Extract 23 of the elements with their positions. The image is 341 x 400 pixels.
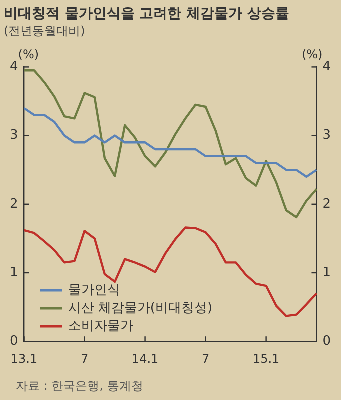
- y-tick-label: 4: [10, 60, 18, 75]
- chart-title: 비대칭적 물가인식을 고려한 체감물가 상승률: [4, 6, 290, 22]
- x-tick-label: 7: [80, 352, 89, 366]
- x-tick-label: 13.1: [10, 352, 38, 366]
- y2-tick-label: 2: [322, 196, 332, 212]
- y2-axis-title: (%): [302, 47, 323, 62]
- x-tick-label: 14.1: [132, 352, 159, 366]
- x-tick-label: 15.1: [252, 352, 280, 366]
- legend-label: 물가인식: [68, 282, 120, 298]
- y2-tick-label: 1: [322, 265, 332, 280]
- y2-tick-label: 4: [322, 60, 332, 75]
- y-tick-label: 3: [10, 128, 18, 144]
- x-tick-label: 7: [202, 352, 210, 366]
- y-tick-label: 1: [10, 265, 18, 280]
- text: 자료 : 한국은행, 통계청: [16, 379, 144, 393]
- y-axis-title: (%): [18, 47, 40, 62]
- y-tick-label: 2: [10, 196, 18, 212]
- legend-label: 소비자물가: [68, 318, 134, 334]
- y2-tick-label: 0: [322, 334, 332, 349]
- chart-subtitle: (전년동월대비): [4, 24, 86, 38]
- y2-tick-label: 3: [322, 128, 332, 144]
- legend-label: 시산 체감물가(비대칭성): [68, 300, 213, 316]
- y-tick-label: 0: [10, 334, 18, 349]
